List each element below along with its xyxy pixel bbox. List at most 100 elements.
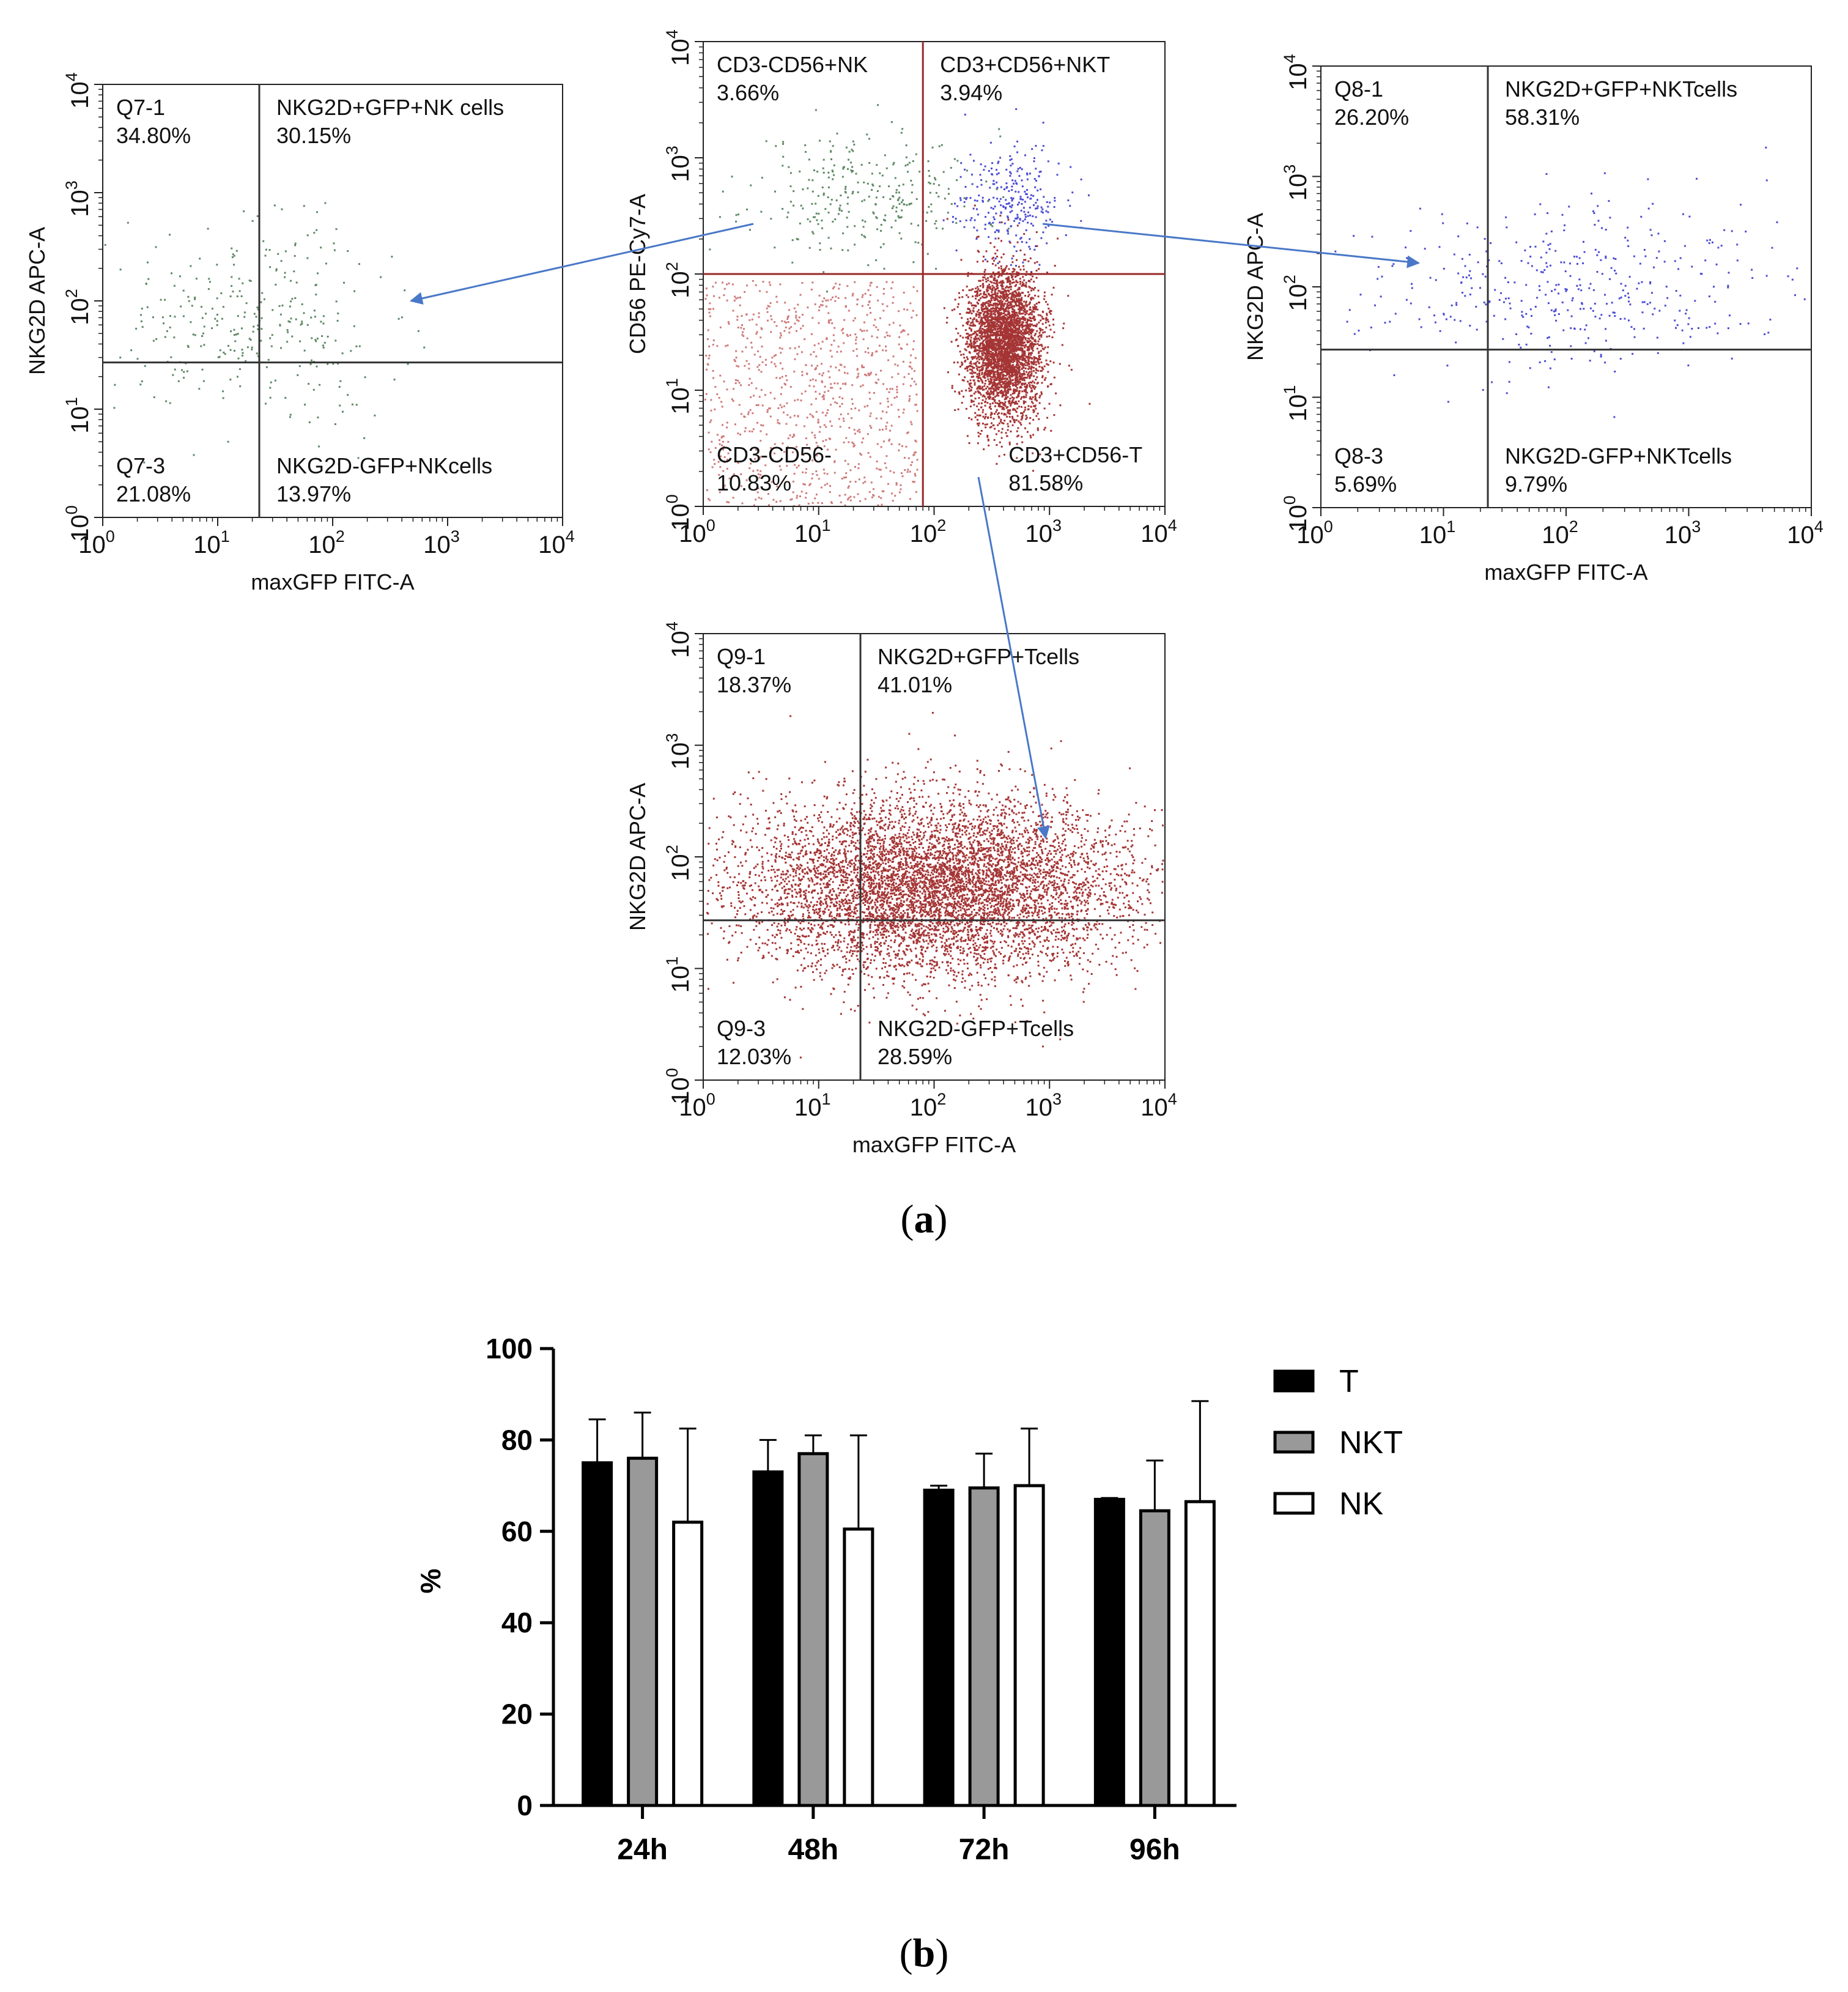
point <box>980 330 983 332</box>
point <box>1023 341 1026 344</box>
point <box>748 377 751 380</box>
point <box>955 218 957 220</box>
point <box>1021 375 1024 377</box>
point <box>1008 336 1010 338</box>
point <box>726 467 728 470</box>
point <box>989 364 991 366</box>
point <box>1016 415 1019 417</box>
point <box>1001 422 1003 424</box>
point <box>818 431 821 433</box>
point <box>994 402 997 404</box>
point <box>1005 391 1007 393</box>
point <box>991 328 994 331</box>
point <box>868 196 870 198</box>
point <box>983 316 986 318</box>
point <box>1002 196 1005 198</box>
point <box>830 298 832 301</box>
point <box>1015 357 1017 359</box>
point <box>996 187 999 189</box>
point <box>857 430 859 432</box>
point <box>1018 201 1020 204</box>
point <box>992 397 994 399</box>
point <box>1023 311 1026 313</box>
point <box>1017 315 1019 317</box>
point <box>975 313 978 316</box>
point <box>1020 398 1022 400</box>
point <box>890 121 893 124</box>
point <box>995 433 997 435</box>
point <box>965 198 967 201</box>
point <box>1019 377 1021 379</box>
point <box>956 306 959 308</box>
point <box>1002 280 1004 282</box>
point <box>997 290 1000 292</box>
point <box>984 329 986 331</box>
point <box>1012 331 1015 334</box>
point <box>995 348 997 350</box>
point <box>984 423 986 426</box>
point <box>785 375 787 377</box>
point <box>824 484 826 486</box>
point <box>1031 362 1033 364</box>
point <box>947 212 949 214</box>
point <box>1000 357 1003 359</box>
point <box>1013 220 1016 222</box>
point <box>774 363 776 365</box>
point <box>1010 225 1012 228</box>
point <box>840 413 842 416</box>
point <box>795 424 797 426</box>
point <box>909 395 911 398</box>
point <box>1015 280 1018 282</box>
point <box>985 340 988 342</box>
point <box>872 211 874 213</box>
point <box>1002 269 1004 272</box>
point <box>969 197 972 199</box>
point <box>830 383 832 385</box>
point <box>1008 325 1010 328</box>
point <box>1005 380 1007 382</box>
point <box>822 468 825 471</box>
point <box>987 373 989 376</box>
point <box>719 466 722 468</box>
point <box>909 498 911 500</box>
point <box>1040 237 1043 239</box>
point <box>719 216 721 218</box>
point <box>1021 415 1023 418</box>
point <box>1007 304 1010 306</box>
point <box>844 371 846 374</box>
point <box>993 346 995 347</box>
point <box>769 407 771 410</box>
point <box>999 358 1002 361</box>
point <box>1009 242 1011 244</box>
point <box>1004 342 1007 344</box>
point <box>997 300 1000 303</box>
point <box>880 417 882 420</box>
point <box>915 198 918 200</box>
point <box>845 185 847 188</box>
point <box>758 312 760 314</box>
point <box>712 369 714 372</box>
point <box>734 461 736 463</box>
point <box>970 302 972 305</box>
point <box>1040 350 1042 352</box>
point <box>977 386 979 388</box>
point <box>1021 185 1024 188</box>
point <box>1029 434 1032 437</box>
point <box>1038 356 1040 358</box>
point <box>1031 357 1033 360</box>
point <box>1025 329 1027 331</box>
point <box>1021 379 1024 381</box>
point <box>1010 314 1012 317</box>
point <box>995 307 997 309</box>
point <box>976 229 978 232</box>
point <box>977 352 980 354</box>
point <box>977 235 980 238</box>
point <box>916 459 918 461</box>
point <box>1013 347 1015 349</box>
point <box>955 222 958 224</box>
point <box>988 336 991 338</box>
point <box>882 196 885 198</box>
point <box>752 313 755 316</box>
point <box>880 229 882 232</box>
point <box>1062 327 1065 330</box>
